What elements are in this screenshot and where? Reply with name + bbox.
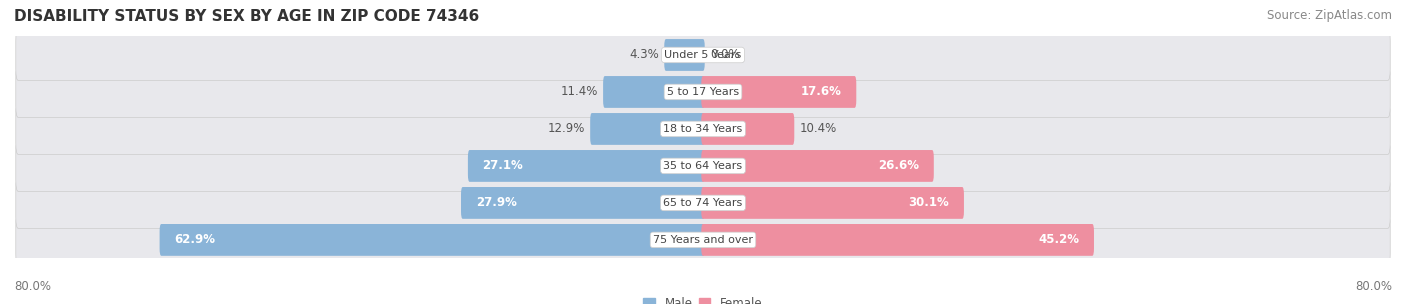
Text: 35 to 64 Years: 35 to 64 Years — [664, 161, 742, 171]
Legend: Male, Female: Male, Female — [638, 292, 768, 304]
Text: 4.3%: 4.3% — [630, 48, 659, 61]
Text: 17.6%: 17.6% — [801, 85, 842, 98]
FancyBboxPatch shape — [591, 113, 704, 145]
FancyBboxPatch shape — [15, 67, 1391, 117]
FancyBboxPatch shape — [160, 224, 704, 256]
Text: DISABILITY STATUS BY SEX BY AGE IN ZIP CODE 74346: DISABILITY STATUS BY SEX BY AGE IN ZIP C… — [14, 9, 479, 24]
Text: Under 5 Years: Under 5 Years — [665, 50, 741, 60]
FancyBboxPatch shape — [468, 150, 704, 182]
Text: Source: ZipAtlas.com: Source: ZipAtlas.com — [1267, 9, 1392, 22]
Text: 45.2%: 45.2% — [1039, 233, 1080, 247]
Text: 18 to 34 Years: 18 to 34 Years — [664, 124, 742, 134]
FancyBboxPatch shape — [15, 178, 1391, 228]
FancyBboxPatch shape — [702, 150, 934, 182]
FancyBboxPatch shape — [702, 224, 1094, 256]
Text: 26.6%: 26.6% — [879, 159, 920, 172]
Text: 11.4%: 11.4% — [561, 85, 598, 98]
FancyBboxPatch shape — [702, 187, 965, 219]
Text: 30.1%: 30.1% — [908, 196, 949, 209]
FancyBboxPatch shape — [15, 214, 1391, 265]
Text: 10.4%: 10.4% — [800, 123, 837, 136]
FancyBboxPatch shape — [15, 103, 1391, 154]
Text: 27.1%: 27.1% — [482, 159, 523, 172]
FancyBboxPatch shape — [603, 76, 704, 108]
FancyBboxPatch shape — [702, 76, 856, 108]
FancyBboxPatch shape — [15, 140, 1391, 192]
Text: 12.9%: 12.9% — [548, 123, 585, 136]
Text: 75 Years and over: 75 Years and over — [652, 235, 754, 245]
FancyBboxPatch shape — [702, 113, 794, 145]
Text: 5 to 17 Years: 5 to 17 Years — [666, 87, 740, 97]
FancyBboxPatch shape — [15, 29, 1391, 81]
Text: 27.9%: 27.9% — [475, 196, 516, 209]
Text: 80.0%: 80.0% — [1355, 280, 1392, 293]
Text: 0.0%: 0.0% — [710, 48, 740, 61]
FancyBboxPatch shape — [461, 187, 704, 219]
Text: 80.0%: 80.0% — [14, 280, 51, 293]
FancyBboxPatch shape — [664, 39, 704, 71]
Text: 62.9%: 62.9% — [174, 233, 215, 247]
Text: 65 to 74 Years: 65 to 74 Years — [664, 198, 742, 208]
